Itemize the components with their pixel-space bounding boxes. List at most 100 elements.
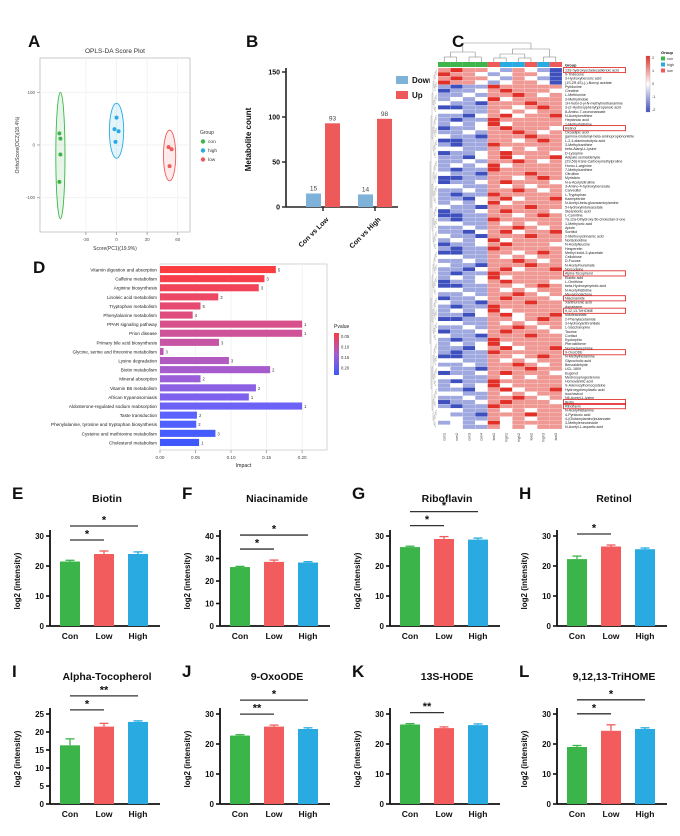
heatmap-cell: [549, 304, 563, 309]
heatmap-cell: [524, 84, 538, 89]
heatmap-cell: [549, 109, 563, 114]
heatmap-cell: [462, 304, 476, 309]
y-tick-label: 10: [35, 764, 44, 773]
metabolite-row-label: Elaidic acid: [565, 276, 583, 280]
heatmap-cell: [475, 188, 488, 193]
pathway-bar: [160, 311, 193, 319]
metabolite-row-label: N-Acetyl-beta-glucosaminylamine: [565, 201, 619, 205]
pathway-bar: [160, 275, 265, 283]
heatmap-cell: [524, 171, 538, 176]
heatmap-cell: [487, 92, 501, 98]
heatmap-cell: [549, 250, 563, 255]
heatmap-cell: [475, 333, 488, 338]
heatmap-cell: [487, 300, 501, 305]
heatmap-cell: [512, 408, 525, 413]
heatmap-cell: [512, 321, 525, 326]
heatmap-cell: [499, 192, 513, 197]
heatmap-cell: [549, 233, 563, 239]
heatmap-cell: [524, 412, 538, 417]
x-category-label: Low: [266, 809, 283, 819]
heatmap-cell: [512, 179, 525, 185]
heatmap-cell: [450, 316, 463, 322]
bar-con: [60, 745, 80, 804]
heatmap-cell: [475, 101, 488, 106]
heatmap-cell: [549, 366, 563, 371]
metabolite-row-label: (1S,2R,4S)-(-)-Bornyl acetate: [565, 81, 612, 85]
heatmap-cell: [437, 370, 451, 376]
heatmap-cell: [512, 88, 525, 93]
heatmap-cell: [437, 175, 451, 181]
heatmap-cell: [524, 325, 538, 330]
heatmap-cell: [512, 196, 525, 201]
heatmap-cell: [537, 312, 550, 318]
heatmap-cell: [487, 341, 501, 347]
heatmap-cell: [487, 146, 501, 152]
heatmap-cell: [512, 84, 525, 89]
heatmap-cell: [450, 387, 463, 392]
heatmap-cell: [499, 163, 513, 168]
y-tick-label: 30: [375, 532, 384, 541]
heatmap-cell: [462, 117, 476, 123]
heatmap-cell: [475, 184, 488, 189]
metabolite-row-label: S-Adenosylhomocysteine: [565, 384, 606, 388]
heatmap-cell: [549, 204, 563, 210]
sample-label: high3: [542, 433, 546, 442]
legend-swatch-down: [396, 76, 408, 84]
metabolite-row-label: N-Acetylleucine: [565, 243, 590, 247]
heatmap-cell: [437, 150, 451, 156]
metabolite-row-label: Alpha-Tocopherol: [565, 272, 593, 276]
group-legend-title: Group: [661, 50, 674, 55]
heatmap-cell: [549, 155, 563, 160]
heatmap-cell: [437, 96, 451, 102]
x-category-label: High: [129, 809, 148, 819]
heatmap-cell: [462, 283, 476, 288]
heatmap-cell: [487, 271, 501, 276]
heatmap-cell: [524, 101, 538, 106]
metabolite-row-label: L-Carnitine: [565, 214, 583, 218]
heatmap-cell: [499, 225, 513, 230]
y-tick-label: 30: [205, 710, 214, 719]
heatmap-cell: [524, 404, 538, 409]
heatmap-cell: [437, 291, 451, 297]
x-category-label: High: [469, 631, 488, 641]
metabolite-row-label: D-Lysopine: [565, 151, 583, 155]
metabolite-row-label: N-Acetylmuramate: [565, 263, 595, 267]
score-point-low: [167, 164, 172, 169]
heatmap-cell: [524, 304, 538, 309]
heatmap-cell: [524, 379, 538, 384]
heatmap-cell: [450, 121, 463, 127]
heatmap-cell: [512, 316, 525, 322]
heatmap-cell: [437, 337, 451, 342]
y-tick-label: 20: [205, 577, 214, 586]
heatmap-cell: [487, 138, 501, 143]
heatmap-cell: [549, 121, 563, 127]
y-tick-label: 10: [205, 770, 214, 779]
heatmap-cell: [437, 325, 451, 330]
heatmap-cell: [512, 391, 525, 396]
panel-e: E 0 10 20 30 log2 (intensity) Con Low High * * Bio…: [8, 482, 173, 654]
heatmap-cell: [524, 408, 538, 413]
panel-k: K 0 10 20 30 log2 (intensity) Con Low High ** 13S…: [348, 660, 513, 832]
pathway-count-label: 2: [198, 422, 201, 427]
heatmap-cell: [462, 267, 476, 272]
heatmap-cell: [549, 325, 563, 330]
heatmap-cell: [549, 130, 563, 135]
pathway-label: Vitamin B6 metabolism: [110, 386, 157, 391]
heatmap-cell: [462, 200, 476, 206]
pathway-bar: [160, 375, 201, 383]
highlight-box: [563, 399, 626, 406]
heatmap-cell: [524, 126, 538, 131]
heatmap-cell: [524, 395, 538, 401]
heatmap-cell: [450, 304, 463, 309]
score-point-con: [57, 131, 62, 136]
heatmap-cell: [537, 333, 550, 338]
heatmap-cell: [537, 370, 550, 376]
significance-star: **: [253, 703, 262, 715]
heatmap-cell: [549, 167, 563, 172]
heatmap-cell: [537, 167, 550, 172]
heatmap-cell: [487, 308, 501, 313]
heatmap-cell: [475, 420, 488, 425]
heatmap-cell: [487, 109, 501, 114]
heatmap-cell: [450, 412, 463, 417]
bar-low: [94, 726, 114, 804]
